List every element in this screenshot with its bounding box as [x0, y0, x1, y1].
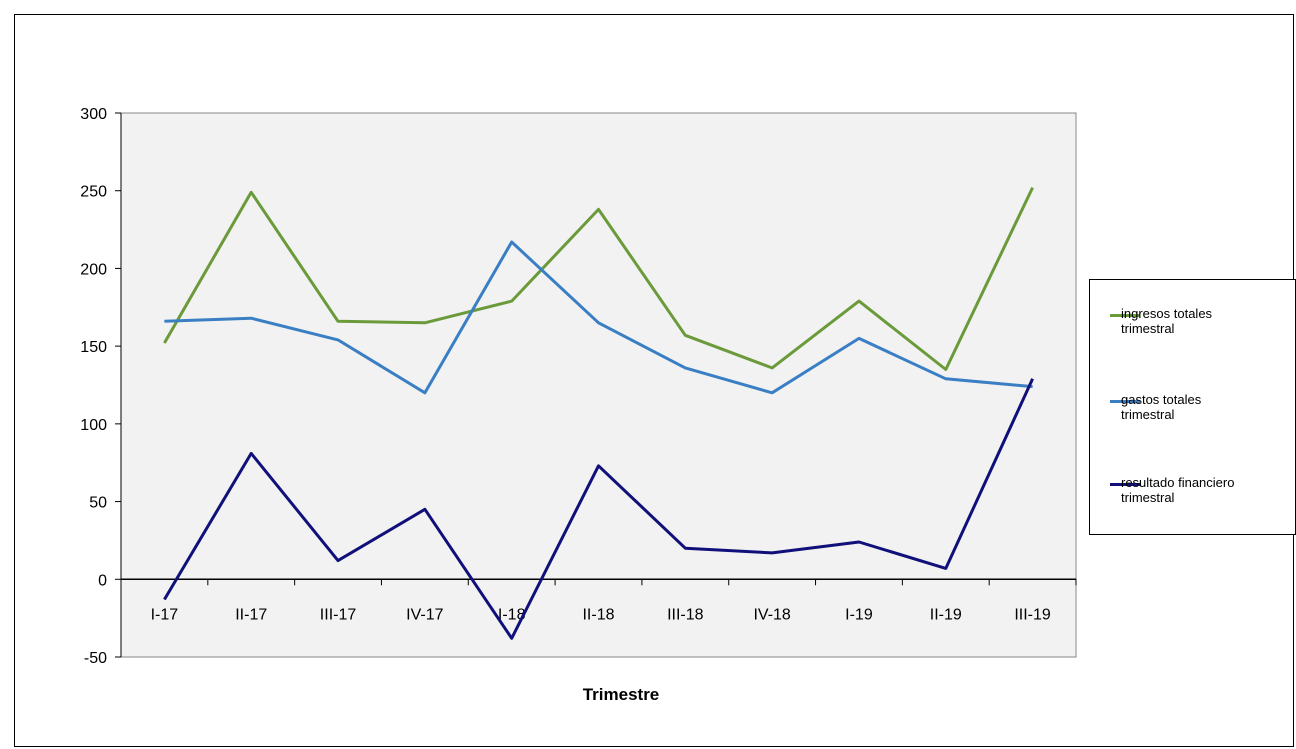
x-tick-label: II-18: [582, 606, 614, 623]
x-tick-label: IV-18: [753, 606, 790, 623]
legend-swatch-gastos: [1110, 400, 1140, 403]
x-axis-title: Trimestre: [583, 685, 660, 704]
y-axis: -50 0 50 100 150 200 250 300: [80, 106, 122, 667]
y-tick-label: 150: [80, 339, 107, 356]
x-tick-label: II-19: [930, 606, 962, 623]
legend: ingresos totales trimestral gastos total…: [1089, 279, 1296, 535]
x-tick-label: II-17: [235, 606, 267, 623]
legend-label-resultado: resultado financiero trimestral: [1121, 475, 1235, 505]
y-tick-label: 300: [80, 106, 107, 123]
y-tick-label: 50: [89, 495, 107, 512]
x-tick-label: I-18: [498, 606, 526, 623]
y-tick-label: -50: [84, 650, 107, 667]
legend-label-gastos: gastos totales trimestral: [1121, 392, 1202, 422]
plot-area: [120, 112, 1077, 658]
x-tick-label: I-19: [845, 606, 873, 623]
y-tick-label: 0: [98, 572, 107, 589]
y-tick-label: 100: [80, 417, 107, 434]
x-axis: I-17 II-17 III-17 IV-17 I-18 II-18 III-18 IV-18…: [120, 578, 1077, 623]
series-layer: [163, 186, 1034, 640]
x-tick-label: IV-17: [406, 606, 443, 623]
x-tick-label: I-17: [151, 606, 179, 623]
legend-swatch-ingresos: [1110, 314, 1140, 317]
x-tick-label: III-17: [320, 606, 357, 623]
legend-label-ingresos: ingresos totales trimestral: [1121, 306, 1213, 336]
x-tick-label: III-18: [667, 606, 704, 623]
y-tick-label: 250: [80, 184, 107, 201]
legend-swatch-resultado: [1110, 483, 1140, 486]
x-tick-label: III-19: [1014, 606, 1051, 623]
y-tick-label: 200: [80, 261, 107, 278]
